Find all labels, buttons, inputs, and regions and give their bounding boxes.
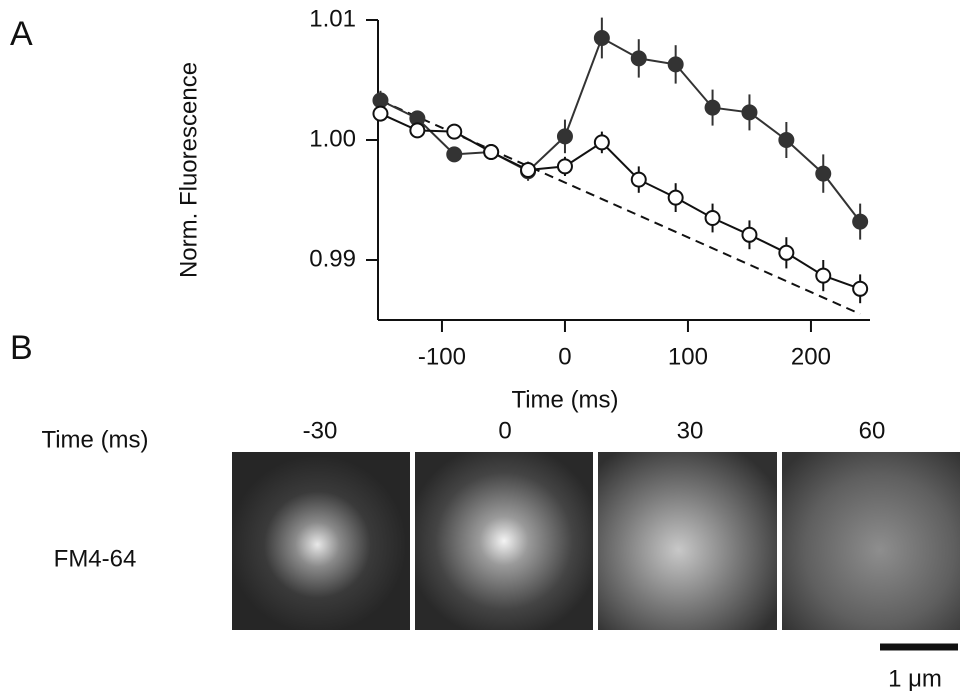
panel-label: B — [10, 329, 33, 367]
marker — [741, 226, 758, 243]
fit-line — [380, 99, 861, 315]
row-title: Time (ms) — [41, 426, 148, 453]
y-axis-label: Norm. Fluorescence — [175, 62, 202, 278]
marker — [372, 105, 389, 122]
x-tick-label: 0 — [558, 343, 571, 370]
image — [232, 452, 410, 630]
time-label: 0 — [498, 417, 511, 444]
marker — [815, 165, 832, 182]
x-axis-label: Time (ms) — [511, 386, 618, 413]
x-tick-label: 200 — [791, 343, 831, 370]
marker — [372, 92, 389, 109]
scale-bar-label: 1 μm — [888, 665, 942, 692]
marker — [630, 171, 647, 188]
marker — [556, 128, 573, 145]
marker — [520, 162, 537, 178]
marker — [667, 56, 684, 73]
marker — [778, 132, 795, 148]
marker — [778, 244, 795, 261]
marker — [593, 134, 610, 151]
channel-label: FM4-64 — [54, 545, 137, 572]
marker — [409, 122, 426, 139]
image — [598, 452, 777, 630]
marker — [446, 123, 463, 140]
y-tick-label: 0.99 — [309, 245, 356, 272]
time-label: 30 — [677, 417, 704, 444]
marker — [741, 104, 758, 121]
marker — [667, 189, 684, 206]
time-label: -30 — [303, 417, 338, 444]
marker — [446, 146, 463, 163]
x-tick-label: 100 — [668, 343, 708, 370]
marker — [483, 144, 500, 160]
marker — [852, 280, 869, 297]
marker — [704, 99, 721, 116]
image — [782, 452, 960, 630]
x-tick-label: -100 — [418, 343, 466, 370]
marker — [815, 267, 832, 284]
time-label: 60 — [859, 417, 886, 444]
marker — [852, 213, 869, 230]
marker — [593, 30, 610, 46]
image — [415, 452, 593, 630]
y-tick-label: 1.01 — [309, 5, 356, 32]
panel-label: A — [10, 15, 33, 53]
marker — [704, 210, 721, 226]
marker — [630, 50, 647, 67]
y-tick-label: 1.00 — [309, 125, 356, 152]
marker — [556, 158, 573, 175]
